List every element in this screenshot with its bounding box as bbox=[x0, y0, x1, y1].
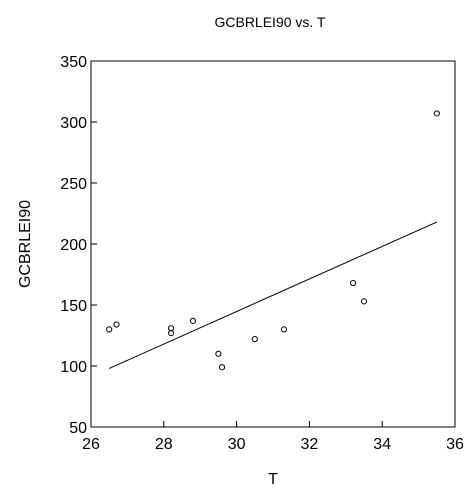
x-axis-ticks: 26 28 30 32 34 36 bbox=[82, 421, 464, 453]
y-tick-label: 50 bbox=[69, 420, 87, 437]
data-point bbox=[218, 364, 226, 371]
x-tick-label: 28 bbox=[155, 436, 173, 453]
y-tick-label: 100 bbox=[60, 359, 87, 376]
data-point bbox=[189, 317, 197, 324]
y-tick-label: 350 bbox=[60, 54, 87, 71]
data-point bbox=[360, 298, 368, 305]
x-tick-label: 34 bbox=[373, 436, 391, 453]
data-point bbox=[113, 321, 120, 328]
regression-line bbox=[108, 221, 438, 369]
data-point bbox=[215, 350, 222, 357]
y-tick-label: 150 bbox=[60, 298, 87, 315]
data-points bbox=[106, 110, 440, 371]
plot-frame bbox=[90, 60, 456, 428]
y-tick-label: 200 bbox=[60, 237, 87, 254]
data-point bbox=[167, 329, 175, 337]
data-point bbox=[251, 336, 258, 343]
x-tick-label: 32 bbox=[301, 436, 319, 453]
chart-title: GCBRLEI90 vs. T bbox=[214, 14, 325, 30]
y-axis-ticks: 50 100 150 200 250 300 350 bbox=[60, 54, 97, 437]
x-tick-label: 30 bbox=[228, 436, 246, 453]
data-point bbox=[433, 110, 440, 117]
y-tick-label: 250 bbox=[60, 176, 87, 193]
x-tick-label: 36 bbox=[446, 436, 464, 453]
y-tick-label: 300 bbox=[60, 115, 87, 132]
x-axis-label: T bbox=[268, 471, 278, 488]
x-tick-label: 26 bbox=[82, 436, 100, 453]
data-point bbox=[280, 326, 288, 333]
data-point bbox=[349, 279, 357, 287]
data-point bbox=[106, 326, 113, 333]
y-axis-label: GCBRLEI90 bbox=[17, 200, 34, 288]
